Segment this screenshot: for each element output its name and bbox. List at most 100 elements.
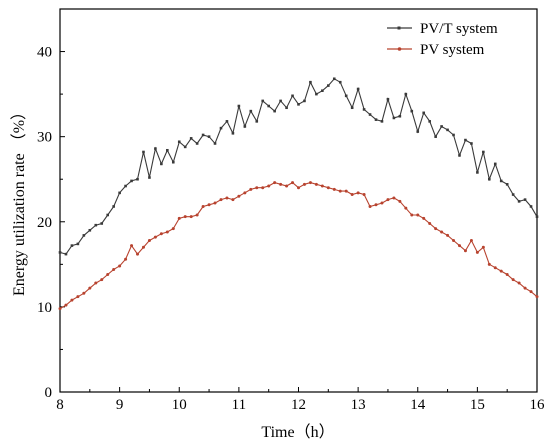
- data-point: [297, 186, 300, 190]
- data-point: [434, 135, 437, 138]
- data-point: [279, 182, 283, 186]
- data-point: [285, 184, 289, 188]
- legend-marker-pvt: [397, 26, 401, 30]
- series-pvt: [58, 77, 539, 256]
- data-point: [476, 171, 479, 174]
- data-point: [344, 189, 348, 193]
- data-point: [249, 187, 253, 191]
- data-point: [195, 142, 199, 145]
- data-point: [493, 266, 497, 270]
- data-point: [309, 80, 312, 84]
- data-point: [505, 183, 509, 186]
- data-point: [332, 77, 336, 81]
- data-point: [327, 84, 330, 87]
- data-point: [291, 181, 295, 185]
- x-tick-label: 12: [291, 397, 306, 413]
- data-point: [58, 307, 62, 311]
- data-point: [368, 204, 372, 208]
- data-point: [428, 221, 432, 225]
- data-point: [177, 140, 181, 144]
- data-point: [410, 109, 414, 113]
- data-point: [362, 193, 366, 197]
- data-point: [231, 198, 235, 202]
- data-point: [213, 142, 217, 145]
- data-point: [82, 234, 86, 237]
- data-point: [404, 206, 408, 210]
- data-point: [249, 109, 253, 113]
- data-point: [350, 106, 354, 110]
- data-point: [112, 267, 116, 271]
- data-point: [392, 196, 396, 200]
- data-point: [452, 133, 455, 137]
- data-point: [147, 239, 151, 243]
- legend: PV/T system PV system: [387, 21, 498, 58]
- data-point: [475, 250, 479, 254]
- y-axis-title: Energy utilization rate （%）: [10, 104, 28, 296]
- data-point: [255, 120, 259, 123]
- y-tick-label: 0: [45, 385, 53, 401]
- data-point: [440, 125, 443, 128]
- data-point: [70, 244, 74, 247]
- data-point: [195, 213, 199, 217]
- data-point: [94, 223, 98, 227]
- data-point: [118, 191, 121, 195]
- plot-frame: [59, 8, 538, 393]
- data-point: [404, 92, 408, 96]
- data-point: [374, 118, 378, 121]
- data-point: [124, 257, 128, 261]
- data-point: [314, 182, 318, 186]
- data-point: [463, 249, 467, 253]
- x-axis-title: Time（h）: [261, 423, 334, 441]
- data-point: [154, 147, 157, 150]
- data-point: [464, 138, 467, 142]
- data-point: [243, 191, 247, 195]
- data-point: [76, 295, 80, 299]
- data-point: [446, 128, 449, 132]
- data-point: [297, 103, 300, 106]
- data-point: [100, 278, 104, 282]
- data-point: [189, 215, 193, 219]
- data-point: [273, 109, 276, 113]
- legend-label-pvt: PV/T system: [420, 21, 498, 37]
- data-point: [148, 176, 151, 179]
- data-point: [499, 269, 503, 273]
- plot-area-border: [59, 8, 538, 393]
- data-point: [118, 264, 122, 268]
- data-point: [470, 142, 473, 145]
- series-pv: [58, 181, 539, 311]
- data-point: [189, 137, 193, 140]
- data-point: [482, 150, 485, 154]
- x-tick-label: 10: [172, 397, 187, 413]
- data-point: [344, 94, 348, 98]
- data-point: [511, 193, 515, 196]
- data-point: [267, 104, 270, 108]
- data-point: [64, 303, 68, 307]
- data-point: [261, 186, 265, 190]
- data-point: [446, 233, 450, 237]
- data-point: [398, 114, 402, 118]
- data-point: [356, 87, 360, 91]
- data-point: [517, 200, 521, 203]
- data-point: [159, 232, 163, 236]
- data-point: [422, 216, 426, 220]
- x-tick-label: 16: [530, 397, 546, 413]
- data-point: [94, 281, 98, 285]
- data-point: [183, 145, 187, 149]
- data-point: [315, 92, 318, 96]
- data-point: [481, 245, 485, 249]
- x-tick-label: 14: [410, 397, 426, 413]
- data-point: [225, 120, 229, 123]
- data-point: [529, 205, 533, 208]
- x-tick-label: 8: [56, 397, 64, 413]
- data-point: [70, 298, 74, 302]
- data-point: [499, 179, 503, 183]
- data-point: [488, 177, 491, 181]
- data-point: [422, 111, 426, 115]
- data-point: [136, 252, 140, 256]
- data-point: [285, 106, 288, 110]
- data-point: [380, 120, 384, 123]
- data-point: [386, 198, 390, 202]
- data-point: [243, 125, 247, 128]
- data-point: [273, 181, 277, 185]
